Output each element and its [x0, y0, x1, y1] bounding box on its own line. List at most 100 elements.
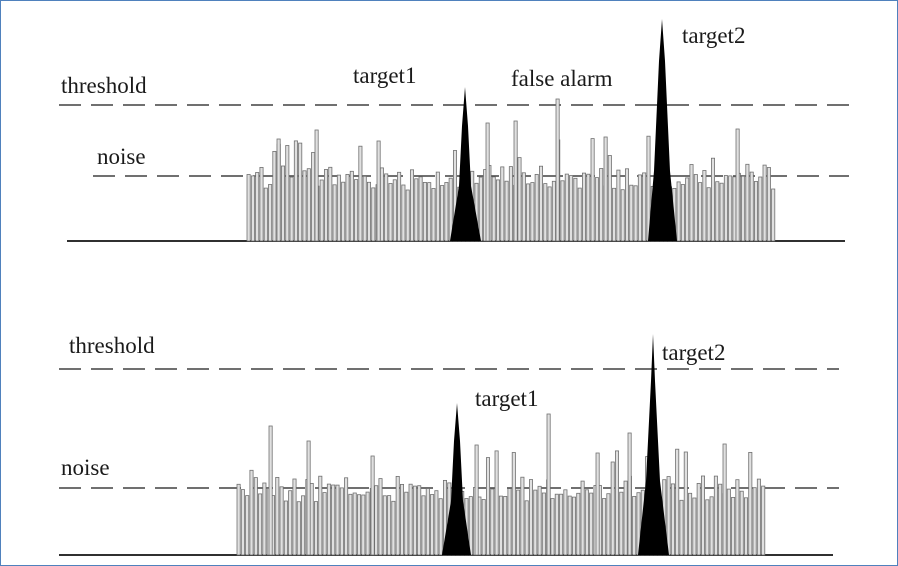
noise-bar — [595, 452, 600, 556]
noise-bar — [517, 157, 522, 242]
noise-bar — [418, 176, 423, 242]
noise-bar — [412, 485, 417, 556]
noise-bar — [335, 484, 340, 556]
noise-bar — [629, 184, 634, 242]
noise-bar — [610, 461, 615, 556]
noise-bar — [739, 490, 744, 556]
noise-bar — [306, 168, 311, 242]
target1-peak — [442, 403, 471, 555]
noise-bar — [701, 475, 706, 556]
noise-bar — [582, 172, 587, 242]
noise-bar — [728, 175, 733, 242]
noise-bar — [718, 483, 723, 556]
noise-bar — [263, 187, 268, 242]
noise-bar — [276, 138, 281, 242]
noise-bar — [726, 488, 731, 556]
noise-bar — [508, 166, 513, 242]
noise-bar — [507, 488, 512, 556]
noise-bar — [511, 452, 516, 556]
noise-bar — [379, 167, 384, 242]
noise-bar — [521, 172, 526, 242]
noise-bar — [376, 140, 381, 242]
noise-bar — [642, 172, 647, 242]
noise-bar — [698, 182, 703, 242]
noise-bar — [258, 493, 263, 556]
noise-bar — [395, 475, 400, 556]
noise-bar — [408, 483, 413, 556]
noise-bar — [526, 183, 531, 242]
noise-bar — [520, 476, 525, 556]
noise-bar — [485, 122, 490, 242]
noise-bar — [438, 498, 443, 556]
noise-bar — [607, 155, 612, 242]
noise-bar — [679, 499, 684, 556]
noise-bar — [399, 483, 404, 556]
noise-bar — [417, 485, 422, 556]
noise-bar — [255, 172, 260, 242]
noise-bar — [735, 479, 740, 556]
noise-bar — [754, 181, 759, 242]
noise-bar — [474, 444, 479, 556]
noise-bar — [761, 485, 766, 556]
noise-bar — [683, 451, 688, 556]
noise-bar — [533, 489, 538, 556]
noise-bar — [331, 484, 336, 556]
noise-bar — [384, 173, 389, 242]
noise-bar — [370, 455, 375, 556]
noise-bar — [619, 491, 624, 556]
noise-bar — [633, 185, 638, 242]
noise-bar — [547, 186, 552, 242]
noise-bar — [240, 489, 245, 556]
noise-bar — [586, 173, 591, 242]
noise-bar — [530, 182, 535, 242]
noise-bar — [246, 174, 251, 242]
noise-bar — [569, 175, 574, 242]
noise-bar — [706, 187, 711, 242]
noise-bar — [559, 493, 564, 556]
noise-bar — [481, 499, 486, 556]
noise-bar — [292, 478, 297, 556]
noise-bar — [356, 494, 361, 556]
noise-bar — [302, 170, 307, 242]
noise-bar — [758, 176, 763, 242]
noise-bar — [713, 475, 718, 556]
noise-bar — [637, 174, 642, 242]
noise-bar — [594, 177, 599, 242]
noise-bar — [352, 492, 357, 556]
noise-bar — [249, 469, 254, 556]
target1-peak — [450, 87, 481, 241]
noise-bar — [748, 451, 753, 556]
threshold-label: threshold — [69, 333, 155, 358]
noise-bar — [572, 496, 577, 556]
noise-bar — [322, 492, 327, 556]
noise-bar — [283, 500, 288, 556]
noise-bar — [444, 182, 449, 242]
noise-bar — [612, 187, 617, 242]
noise-bar — [409, 169, 414, 242]
noise-bar — [689, 164, 694, 242]
noise-bar — [731, 496, 736, 556]
noise-bar — [388, 183, 393, 242]
noise-bar — [529, 479, 534, 556]
noise-bar — [401, 184, 406, 242]
target2-peak — [648, 19, 677, 241]
noise-bar — [584, 489, 589, 556]
false-alarm-label: false alarm — [511, 66, 613, 91]
noise-bar — [253, 477, 258, 556]
noise-bar — [366, 181, 371, 242]
target2-label: target2 — [662, 340, 725, 365]
noise-bar — [494, 450, 499, 556]
target2-peak — [638, 334, 669, 555]
noise-bar — [319, 179, 324, 242]
noise-bar — [702, 170, 707, 242]
noise-bar — [296, 501, 301, 556]
noise-bar — [339, 487, 344, 556]
noise-bar — [365, 491, 370, 556]
noise-bar — [616, 169, 621, 242]
noise-bar — [543, 183, 548, 242]
noise-bar — [430, 494, 435, 556]
noise-bar — [323, 169, 328, 242]
noise-bar — [279, 486, 284, 556]
